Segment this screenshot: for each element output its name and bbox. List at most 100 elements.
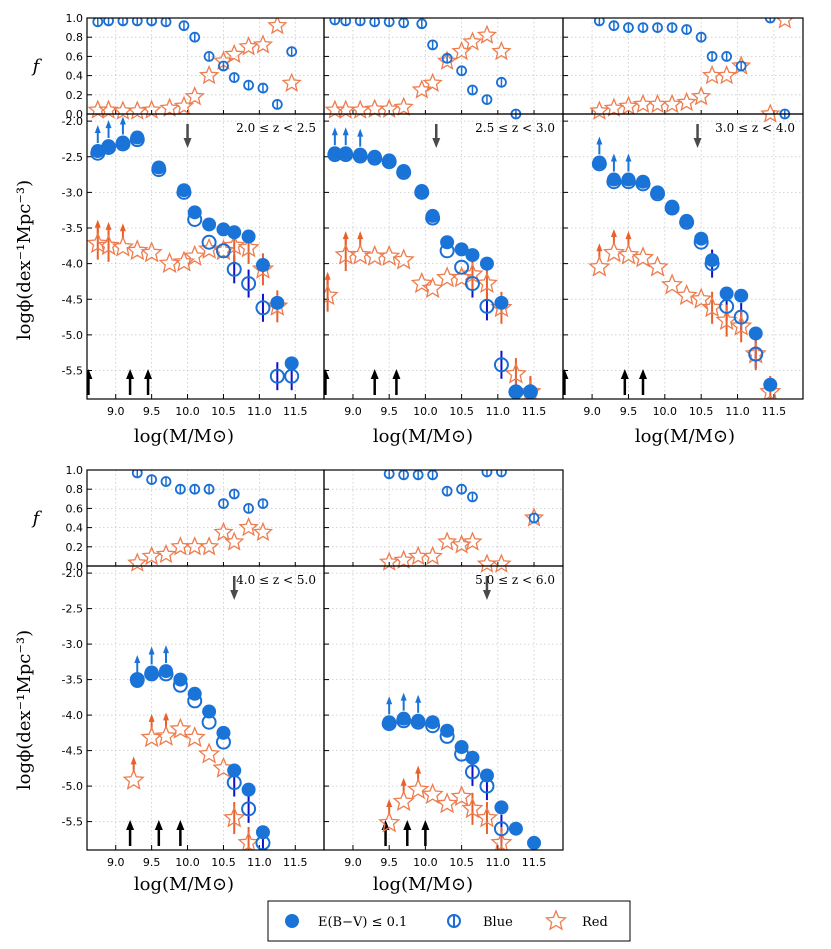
ebv-point	[705, 253, 720, 268]
red-point	[410, 271, 433, 294]
x-tick-label: 10.0	[413, 856, 438, 869]
completeness-arrow-head	[126, 369, 135, 379]
f-red-point	[238, 36, 259, 56]
red-point	[198, 237, 221, 259]
x-tick-label: 11.0	[725, 405, 750, 418]
ebv-point	[414, 183, 429, 198]
ebv-point	[255, 258, 270, 273]
red-point	[435, 792, 459, 814]
ebv-point	[130, 674, 145, 689]
ebv-point	[508, 821, 523, 836]
grid	[563, 17, 803, 399]
ebv-point	[719, 286, 734, 301]
x-tick-label: 11.0	[247, 405, 272, 418]
red-point	[122, 768, 145, 790]
red-upper-arrow-head	[596, 243, 603, 252]
red-upper-arrow-head	[342, 231, 349, 240]
x-tick-label: 9.5	[620, 405, 638, 418]
x-tick-label: 11.0	[247, 856, 272, 869]
blue-point	[201, 234, 217, 250]
blue-point	[226, 261, 242, 277]
ebv-point	[227, 225, 242, 240]
red-point	[197, 742, 221, 764]
y-tick-label: -2.5	[62, 603, 83, 616]
blue-point	[464, 764, 480, 780]
f-red-point	[155, 543, 177, 564]
x-tick-label: 11.0	[486, 856, 511, 869]
f-red-point	[393, 549, 414, 569]
blue-point	[269, 368, 285, 384]
red-point	[490, 831, 513, 850]
ebv-point	[216, 725, 231, 740]
ebv-point	[227, 763, 242, 778]
y-tick-label: -5.5	[62, 816, 83, 829]
blue-point	[241, 801, 257, 817]
f-red-point	[422, 545, 443, 566]
f-red-point	[776, 18, 794, 29]
red-point	[406, 777, 430, 800]
f-red-point	[238, 516, 259, 537]
redshift-label: 4.0 ≤ z < 5.0	[236, 573, 316, 587]
f-red-point	[462, 531, 483, 551]
f-red-point	[198, 536, 220, 556]
y-tick-label: -2.0	[62, 115, 83, 128]
red-point	[392, 790, 415, 812]
ebv-upper-arrow-head	[331, 127, 338, 136]
x-tick-label: 9.0	[344, 856, 362, 869]
completeness-arrow-head	[392, 369, 401, 379]
ebv-upper-arrow-head	[357, 128, 364, 137]
red-point	[169, 717, 192, 739]
ebv-point	[144, 665, 159, 680]
f-tick-label: 0.6	[66, 502, 84, 515]
y-tick-label: -4.0	[62, 258, 83, 271]
ebv-upper-arrow-head	[610, 153, 617, 162]
f-red-point	[408, 545, 429, 566]
f-red-point	[476, 553, 498, 573]
ebv-point	[454, 740, 469, 755]
ebv-point	[636, 174, 650, 189]
f-red-point	[112, 100, 134, 120]
blue-point	[241, 276, 257, 292]
main-frame	[323, 565, 564, 851]
ebv-point	[425, 208, 440, 223]
x-tick-label: 10.5	[211, 405, 236, 418]
red-point	[154, 724, 178, 746]
ebv-point	[679, 213, 694, 228]
f-red-point	[378, 551, 400, 571]
f-tick-label: 1.0	[66, 12, 84, 25]
red-point	[602, 241, 626, 263]
ebv-point	[650, 185, 665, 200]
panel-4: 9.0 9.5 10.0 10.5 11.0 11.5 -5.5 -5.0 -4.5 -4.0 -3…	[62, 464, 325, 869]
red-point	[461, 262, 484, 284]
red-point	[450, 266, 473, 288]
red-point	[660, 273, 684, 295]
red-point	[87, 232, 109, 254]
legend-ebv-marker	[285, 914, 299, 928]
x-tick-label: 10.5	[449, 405, 474, 418]
completeness-arrow-head	[421, 820, 430, 830]
y-tick-label: -4.0	[62, 709, 83, 722]
red-point	[223, 806, 246, 828]
f-red-point	[213, 521, 234, 542]
downward-arrow-head	[183, 138, 192, 148]
y-tick-label: -3.0	[62, 638, 83, 651]
red-point	[617, 243, 640, 265]
f-red-point	[632, 93, 654, 114]
f-red-point	[451, 534, 472, 554]
ebv-upper-arrow-head	[105, 120, 112, 129]
ebv-point	[734, 288, 749, 303]
blue-point	[454, 259, 470, 275]
completeness-arrow-head	[620, 369, 629, 379]
red-upper-arrow-head	[105, 221, 112, 230]
ebv-point	[159, 664, 173, 679]
red-point	[421, 782, 444, 805]
red-point	[631, 246, 655, 268]
ebv-upper-arrow-head	[400, 692, 407, 701]
y-tick-label: -4.5	[62, 293, 83, 306]
ebv-point	[523, 384, 538, 399]
red-point	[212, 239, 235, 261]
x-tick-label: 9.0	[107, 856, 125, 869]
grid	[87, 469, 324, 850]
x-axis-label-3: log(M/M⊙)	[635, 426, 735, 447]
red-upper-arrow-head	[625, 231, 632, 240]
